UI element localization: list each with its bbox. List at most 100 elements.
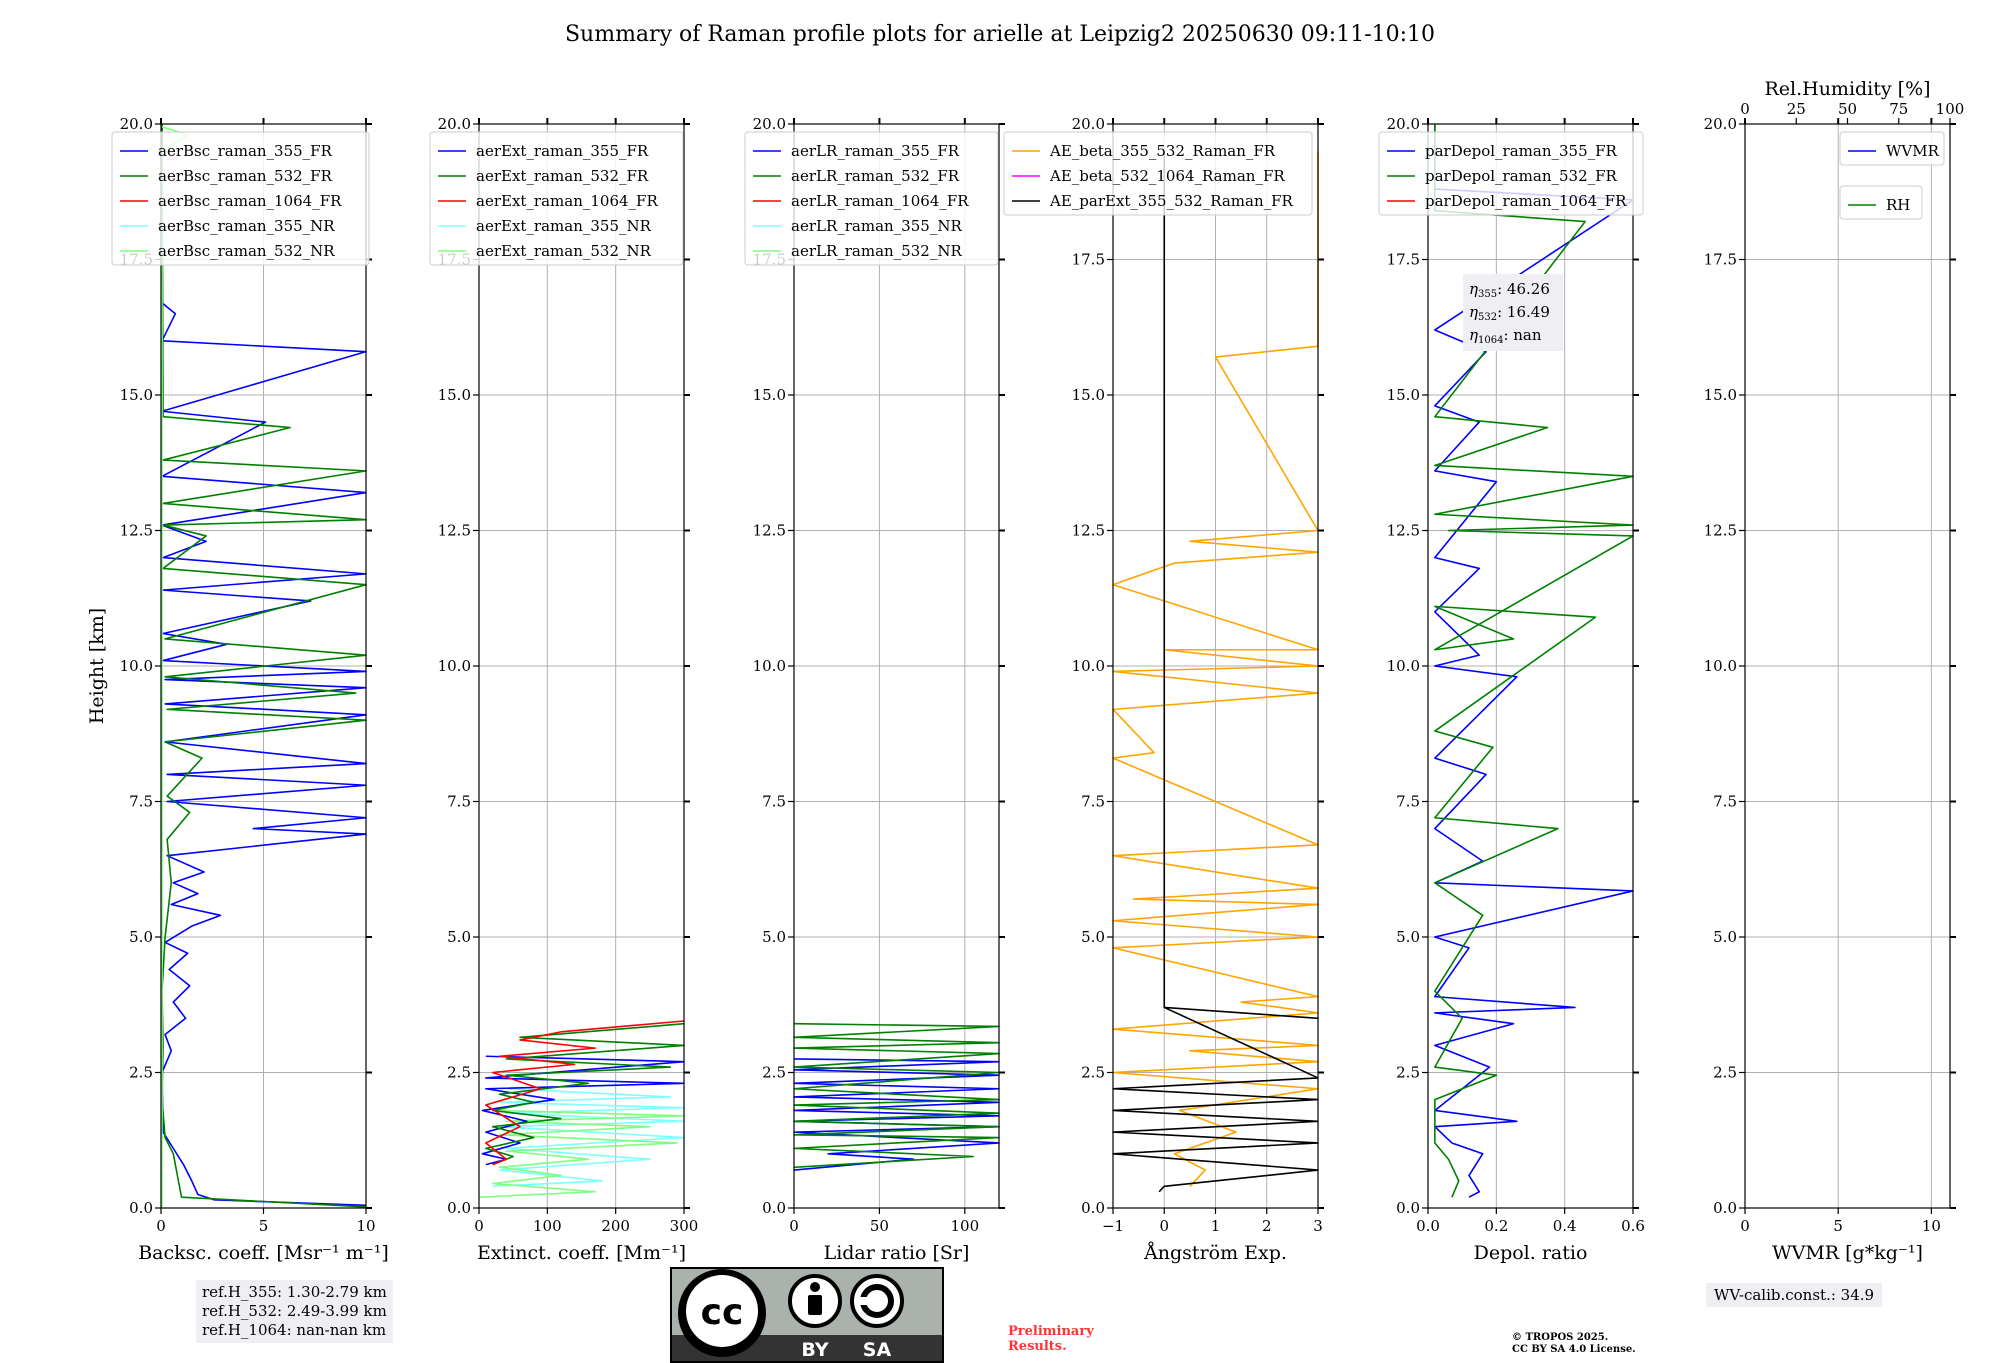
legend-frame xyxy=(1839,185,1923,220)
legend-label: aerBsc_raman_355_FR xyxy=(158,142,333,160)
legend: aerLR_raman_355_FR aerLR_raman_532_FR aerL… xyxy=(744,131,999,266)
legend-label: parDepol_raman_355_FR xyxy=(1425,142,1618,160)
legend-label: AE_beta_532_1064_Raman_FR xyxy=(1049,167,1285,185)
panel-backscatter: 0.02.55.07.510.012.515.017.520.00510Back… xyxy=(86,115,389,1264)
x-tick-label: 300 xyxy=(670,1217,699,1235)
preliminary-line-1: Preliminary xyxy=(1008,1324,1094,1339)
y-tick-label: 12.5 xyxy=(1072,522,1105,540)
y-tick-label: 12.5 xyxy=(1387,522,1420,540)
top-x-axis-label: Rel.Humidity [%] xyxy=(1764,78,1930,100)
x-tick-label: 0 xyxy=(474,1217,484,1235)
panel-lidar-ratio: 0.02.55.07.510.012.515.017.520.0050100Li… xyxy=(744,115,1005,1264)
x-tick-label: −1 xyxy=(1102,1217,1124,1235)
x-tick-label: 0 xyxy=(1740,1217,1750,1235)
legend: AE_beta_355_532_Raman_FR AE_beta_532_1064… xyxy=(1003,131,1313,216)
cc-by-sa-badge: cc BY SA xyxy=(670,1267,944,1363)
y-tick-label: 2.5 xyxy=(1081,1064,1105,1082)
legend-label: aerExt_raman_355_NR xyxy=(476,217,652,235)
eta-1064: η1064: nan xyxy=(1469,326,1542,346)
eta-symbol: η xyxy=(1469,326,1478,344)
y-tick-label: 10.0 xyxy=(1704,657,1737,675)
y-tick-label: 7.5 xyxy=(1081,793,1105,811)
ref-height-532: ref.H_532: 2.49-3.99 km xyxy=(202,1302,387,1320)
legend-frame xyxy=(1839,131,1945,166)
legend-frame xyxy=(1003,131,1313,216)
y-tick-label: 15.0 xyxy=(1387,386,1420,404)
y-tick-label: 15.0 xyxy=(1072,386,1105,404)
y-tick-label: 10.0 xyxy=(753,657,786,675)
ref-height-1064: ref.H_1064: nan-nan km xyxy=(202,1321,387,1339)
series-line xyxy=(481,1055,685,1166)
series-line xyxy=(161,123,367,1208)
x-axis-label: Backsc. coeff. [Msr⁻¹ m⁻¹] xyxy=(138,1242,389,1264)
by-label: BY xyxy=(801,1339,828,1361)
y-tick-label: 7.5 xyxy=(762,793,786,811)
legend-label: aerLR_raman_532_NR xyxy=(791,242,962,260)
y-tick-label: 10.0 xyxy=(438,657,471,675)
top-x-tick-label: 25 xyxy=(1787,100,1806,118)
legend-label: aerBsc_raman_1064_FR xyxy=(158,192,342,210)
x-tick-label: 10 xyxy=(356,1217,375,1235)
x-axis-label: Depol. ratio xyxy=(1474,1242,1588,1264)
legend: aerExt_raman_355_FR aerExt_raman_532_FRae… xyxy=(429,131,684,266)
legend-label: aerExt_raman_1064_FR xyxy=(476,192,658,210)
x-tick-label: 1 xyxy=(1211,1217,1221,1235)
series-line xyxy=(1434,124,1634,1198)
x-tick-label: 2 xyxy=(1262,1217,1272,1235)
y-tick-label: 0.0 xyxy=(129,1199,153,1217)
eta-symbol: η xyxy=(1469,280,1478,298)
y-tick-label: 15.0 xyxy=(438,386,471,404)
legend-label: aerLR_raman_532_FR xyxy=(791,167,960,185)
y-tick-label: 0.0 xyxy=(447,1199,471,1217)
x-tick-label: 5 xyxy=(259,1217,269,1235)
y-tick-label: 20.0 xyxy=(120,115,153,133)
eta-value: : 46.26 xyxy=(1497,280,1550,298)
y-tick-label: 2.5 xyxy=(1396,1064,1420,1082)
y-tick-label: 5.0 xyxy=(762,928,786,946)
legend-frame xyxy=(429,131,684,266)
y-tick-label: 12.5 xyxy=(438,522,471,540)
legend-label: parDepol_raman_532_FR xyxy=(1425,167,1618,185)
y-tick-label: 17.5 xyxy=(1387,251,1420,269)
top-x-tick-label: 100 xyxy=(1936,100,1965,118)
y-tick-label: 7.5 xyxy=(129,793,153,811)
panel-angstrom: 0.0 2.5 5.0 7.5 10.0 12.5 15.0 17.5 20.0 −1 0 1 2 3 Ån… xyxy=(1003,115,1324,1264)
legend-label: aerExt_raman_532_NR xyxy=(476,242,652,260)
x-tick-label: 0 xyxy=(156,1217,166,1235)
x-axis-label: WVMR [g*kg⁻¹] xyxy=(1772,1242,1923,1264)
x-axis-label: Extinct. coeff. [Mm⁻¹] xyxy=(477,1242,686,1264)
legend-label: aerLR_raman_355_FR xyxy=(791,142,960,160)
panel-depolarization: 0.0 2.5 5.0 7.5 10.0 12.5 15.0 17.5 20.0 0.0 0.2 0.… xyxy=(1378,115,1645,1264)
y-tick-label: 15.0 xyxy=(1704,386,1737,404)
top-x-tick-label: 50 xyxy=(1838,100,1857,118)
x-tick-label: 50 xyxy=(870,1217,889,1235)
x-axis-label: Lidar ratio [Sr] xyxy=(824,1242,970,1264)
legend-label: AE_parExt_355_532_Raman_FR xyxy=(1049,192,1294,210)
x-tick-label: 0 xyxy=(789,1217,799,1235)
x-tick-label: 0.6 xyxy=(1621,1217,1645,1235)
y-tick-label: 5.0 xyxy=(1081,928,1105,946)
preliminary-line-2: Results. xyxy=(1008,1339,1067,1354)
series-line xyxy=(161,125,189,1208)
y-tick-label: 20.0 xyxy=(438,115,471,133)
eta-value: : 16.49 xyxy=(1497,303,1550,321)
eta-box xyxy=(1463,274,1563,351)
y-tick-label: 0.0 xyxy=(762,1199,786,1217)
y-tick-label: 20.0 xyxy=(753,115,786,133)
series-line xyxy=(485,1022,685,1166)
y-tick-label: 10.0 xyxy=(120,657,153,675)
y-tick-label: 17.5 xyxy=(1704,251,1737,269)
legend-label: RH xyxy=(1886,196,1910,214)
series-line xyxy=(161,124,367,1207)
copyright-line-1: © TROPOS 2025. xyxy=(1512,1332,1609,1343)
x-tick-label: 0.0 xyxy=(1416,1217,1440,1235)
copyright-line-2: CC BY SA 4.0 License. xyxy=(1512,1344,1636,1355)
y-tick-label: 12.5 xyxy=(1704,522,1737,540)
sa-label: SA xyxy=(863,1339,892,1361)
eta-355: η355: 46.26 xyxy=(1469,280,1550,300)
y-tick-label: 15.0 xyxy=(753,386,786,404)
series-line xyxy=(478,1109,685,1198)
y-tick-label: 15.0 xyxy=(120,386,153,404)
